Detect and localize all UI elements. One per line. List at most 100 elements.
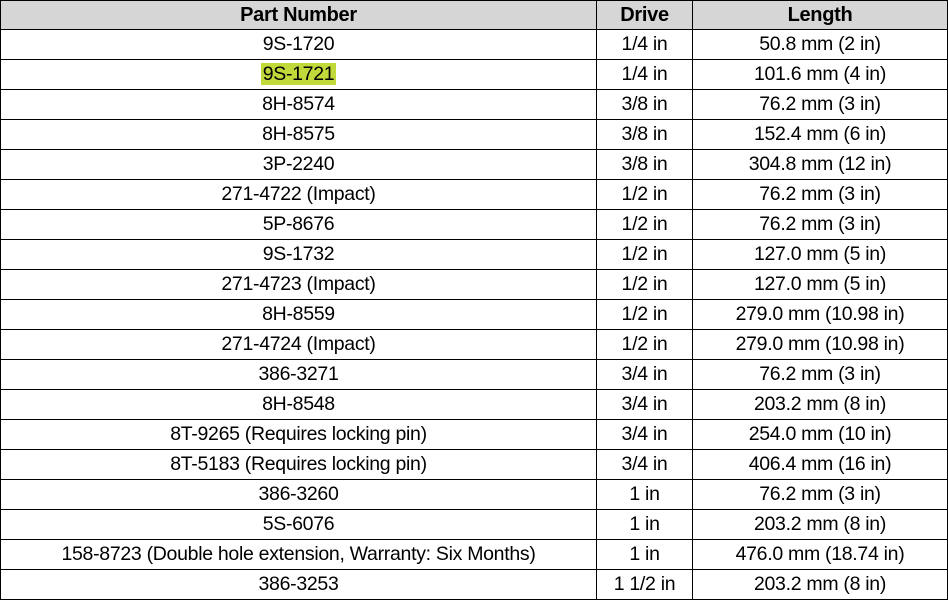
cell-part-number: 8H-8559 — [0, 299, 597, 330]
table-row: 271-4724 (Impact) 1/2 in 279.0 mm (10.98 i… — [0, 329, 948, 360]
table-row: 8H-8575 3/8 in 152.4 mm (6 in) — [0, 119, 948, 150]
cell-part-number: 386-3271 — [0, 359, 597, 390]
cell-drive: 3/4 in — [596, 389, 693, 420]
cell-length: 476.0 mm (18.74 in) — [692, 539, 948, 570]
cell-length: 127.0 mm (5 in) — [692, 239, 948, 270]
part-number-text: 8H-8548 — [262, 393, 335, 415]
cell-part-number: 386-3260 — [0, 479, 597, 510]
cell-length: 76.2 mm (3 in) — [692, 179, 948, 210]
cell-part-number: 158-8723 (Double hole extension, Warrant… — [0, 539, 597, 570]
cell-length: 127.0 mm (5 in) — [692, 269, 948, 300]
part-number-text: 8T-5183 (Requires locking pin) — [170, 453, 427, 475]
table-row: 8T-5183 (Requires locking pin) 3/4 in 406.… — [0, 449, 948, 480]
cell-length: 76.2 mm (3 in) — [692, 89, 948, 120]
table-row: 158-8723 (Double hole extension, Warrant… — [0, 539, 948, 570]
cell-drive: 1/4 in — [596, 29, 693, 60]
cell-drive: 3/4 in — [596, 359, 693, 390]
part-number-text: 8H-8574 — [262, 93, 335, 115]
cell-part-number: 271-4723 (Impact) — [0, 269, 597, 300]
cell-part-number: 271-4722 (Impact) — [0, 179, 597, 210]
cell-drive: 1 in — [596, 479, 693, 510]
table-row: 8H-8548 3/4 in 203.2 mm (8 in) — [0, 389, 948, 420]
table-row: 9S-1732 1/2 in 127.0 mm (5 in) — [0, 239, 948, 270]
part-number-text: 386-3253 — [258, 573, 339, 595]
cell-part-number: 271-4724 (Impact) — [0, 329, 597, 360]
cell-length: 101.6 mm (4 in) — [692, 59, 948, 90]
cell-part-number: 8H-8548 — [0, 389, 597, 420]
cell-drive: 3/4 in — [596, 419, 693, 450]
cell-drive: 1 1/2 in — [596, 569, 693, 600]
part-number-text: 386-3271 — [258, 363, 339, 385]
cell-length: 76.2 mm (3 in) — [692, 359, 948, 390]
table-row: 9S-1720 1/4 in 50.8 mm (2 in) — [0, 29, 948, 60]
table-row: 386-3253 1 1/2 in 203.2 mm (8 in) — [0, 569, 948, 600]
table-row: 3P-2240 3/8 in 304.8 mm (12 in) — [0, 149, 948, 180]
part-number-text: 271-4724 (Impact) — [221, 333, 376, 355]
cell-part-number: 8H-8574 — [0, 89, 597, 120]
table-body: 9S-1720 1/4 in 50.8 mm (2 in) 9S-1721 1/4 in… — [0, 29, 948, 600]
table-row: 271-4722 (Impact) 1/2 in 76.2 mm (3 in) — [0, 179, 948, 210]
cell-drive: 1 in — [596, 539, 693, 570]
cell-part-number: 9S-1721 — [0, 59, 597, 90]
part-number-text: 271-4723 (Impact) — [221, 273, 376, 295]
cell-drive: 3/8 in — [596, 119, 693, 150]
table-row: 8H-8574 3/8 in 76.2 mm (3 in) — [0, 89, 948, 120]
header-part-number: Part Number — [0, 0, 597, 30]
cell-length: 203.2 mm (8 in) — [692, 389, 948, 420]
header-length: Length — [692, 0, 948, 30]
part-number-text: 9S-1720 — [262, 33, 335, 55]
cell-length: 279.0 mm (10.98 in) — [692, 299, 948, 330]
cell-drive: 1/2 in — [596, 209, 693, 240]
cell-length: 152.4 mm (6 in) — [692, 119, 948, 150]
cell-length: 76.2 mm (3 in) — [692, 209, 948, 240]
cell-length: 76.2 mm (3 in) — [692, 479, 948, 510]
part-number-text: 5P-8676 — [262, 213, 335, 235]
table-row: 386-3260 1 in 76.2 mm (3 in) — [0, 479, 948, 510]
cell-length: 203.2 mm (8 in) — [692, 569, 948, 600]
table-row: 9S-1721 1/4 in 101.6 mm (4 in) — [0, 59, 948, 90]
cell-drive: 1/4 in — [596, 59, 693, 90]
part-number-text: 8H-8559 — [262, 303, 335, 325]
part-number-text: 158-8723 (Double hole extension, Warrant… — [61, 543, 536, 565]
table-row: 386-3271 3/4 in 76.2 mm (3 in) — [0, 359, 948, 390]
cell-drive: 3/4 in — [596, 449, 693, 480]
cell-part-number: 3P-2240 — [0, 149, 597, 180]
part-number-text: 3P-2240 — [262, 153, 335, 175]
cell-length: 279.0 mm (10.98 in) — [692, 329, 948, 360]
cell-drive: 1 in — [596, 509, 693, 540]
part-number-text: 5S-6076 — [262, 513, 335, 535]
table-row: 5S-6076 1 in 203.2 mm (8 in) — [0, 509, 948, 540]
cell-drive: 3/8 in — [596, 89, 693, 120]
cell-part-number: 8T-5183 (Requires locking pin) — [0, 449, 597, 480]
cell-length: 406.4 mm (16 in) — [692, 449, 948, 480]
cell-length: 304.8 mm (12 in) — [692, 149, 948, 180]
cell-part-number: 8T-9265 (Requires locking pin) — [0, 419, 597, 450]
part-number-text: 8T-9265 (Requires locking pin) — [170, 423, 427, 445]
cell-part-number: 9S-1720 — [0, 29, 597, 60]
header-drive: Drive — [596, 0, 693, 30]
table-row: 271-4723 (Impact) 1/2 in 127.0 mm (5 in) — [0, 269, 948, 300]
cell-drive: 1/2 in — [596, 179, 693, 210]
cell-part-number: 5S-6076 — [0, 509, 597, 540]
cell-drive: 3/8 in — [596, 149, 693, 180]
part-number-text: 386-3260 — [258, 483, 339, 505]
cell-length: 203.2 mm (8 in) — [692, 509, 948, 540]
cell-part-number: 8H-8575 — [0, 119, 597, 150]
table-row: 8H-8559 1/2 in 279.0 mm (10.98 in) — [0, 299, 948, 330]
table-header-row: Part Number Drive Length — [0, 0, 948, 30]
cell-drive: 1/2 in — [596, 269, 693, 300]
cell-part-number: 5P-8676 — [0, 209, 597, 240]
part-number-text: 271-4722 (Impact) — [221, 183, 376, 205]
cell-part-number: 9S-1732 — [0, 239, 597, 270]
part-number-text: 8H-8575 — [262, 123, 335, 145]
highlighted-part-number: 9S-1721 — [260, 63, 337, 85]
table-row: 5P-8676 1/2 in 76.2 mm (3 in) — [0, 209, 948, 240]
cell-drive: 1/2 in — [596, 299, 693, 330]
table-row: 8T-9265 (Requires locking pin) 3/4 in 254.… — [0, 419, 948, 450]
part-number-text: 9S-1732 — [262, 243, 335, 265]
cell-length: 254.0 mm (10 in) — [692, 419, 948, 450]
cell-length: 50.8 mm (2 in) — [692, 29, 948, 60]
cell-part-number: 386-3253 — [0, 569, 597, 600]
